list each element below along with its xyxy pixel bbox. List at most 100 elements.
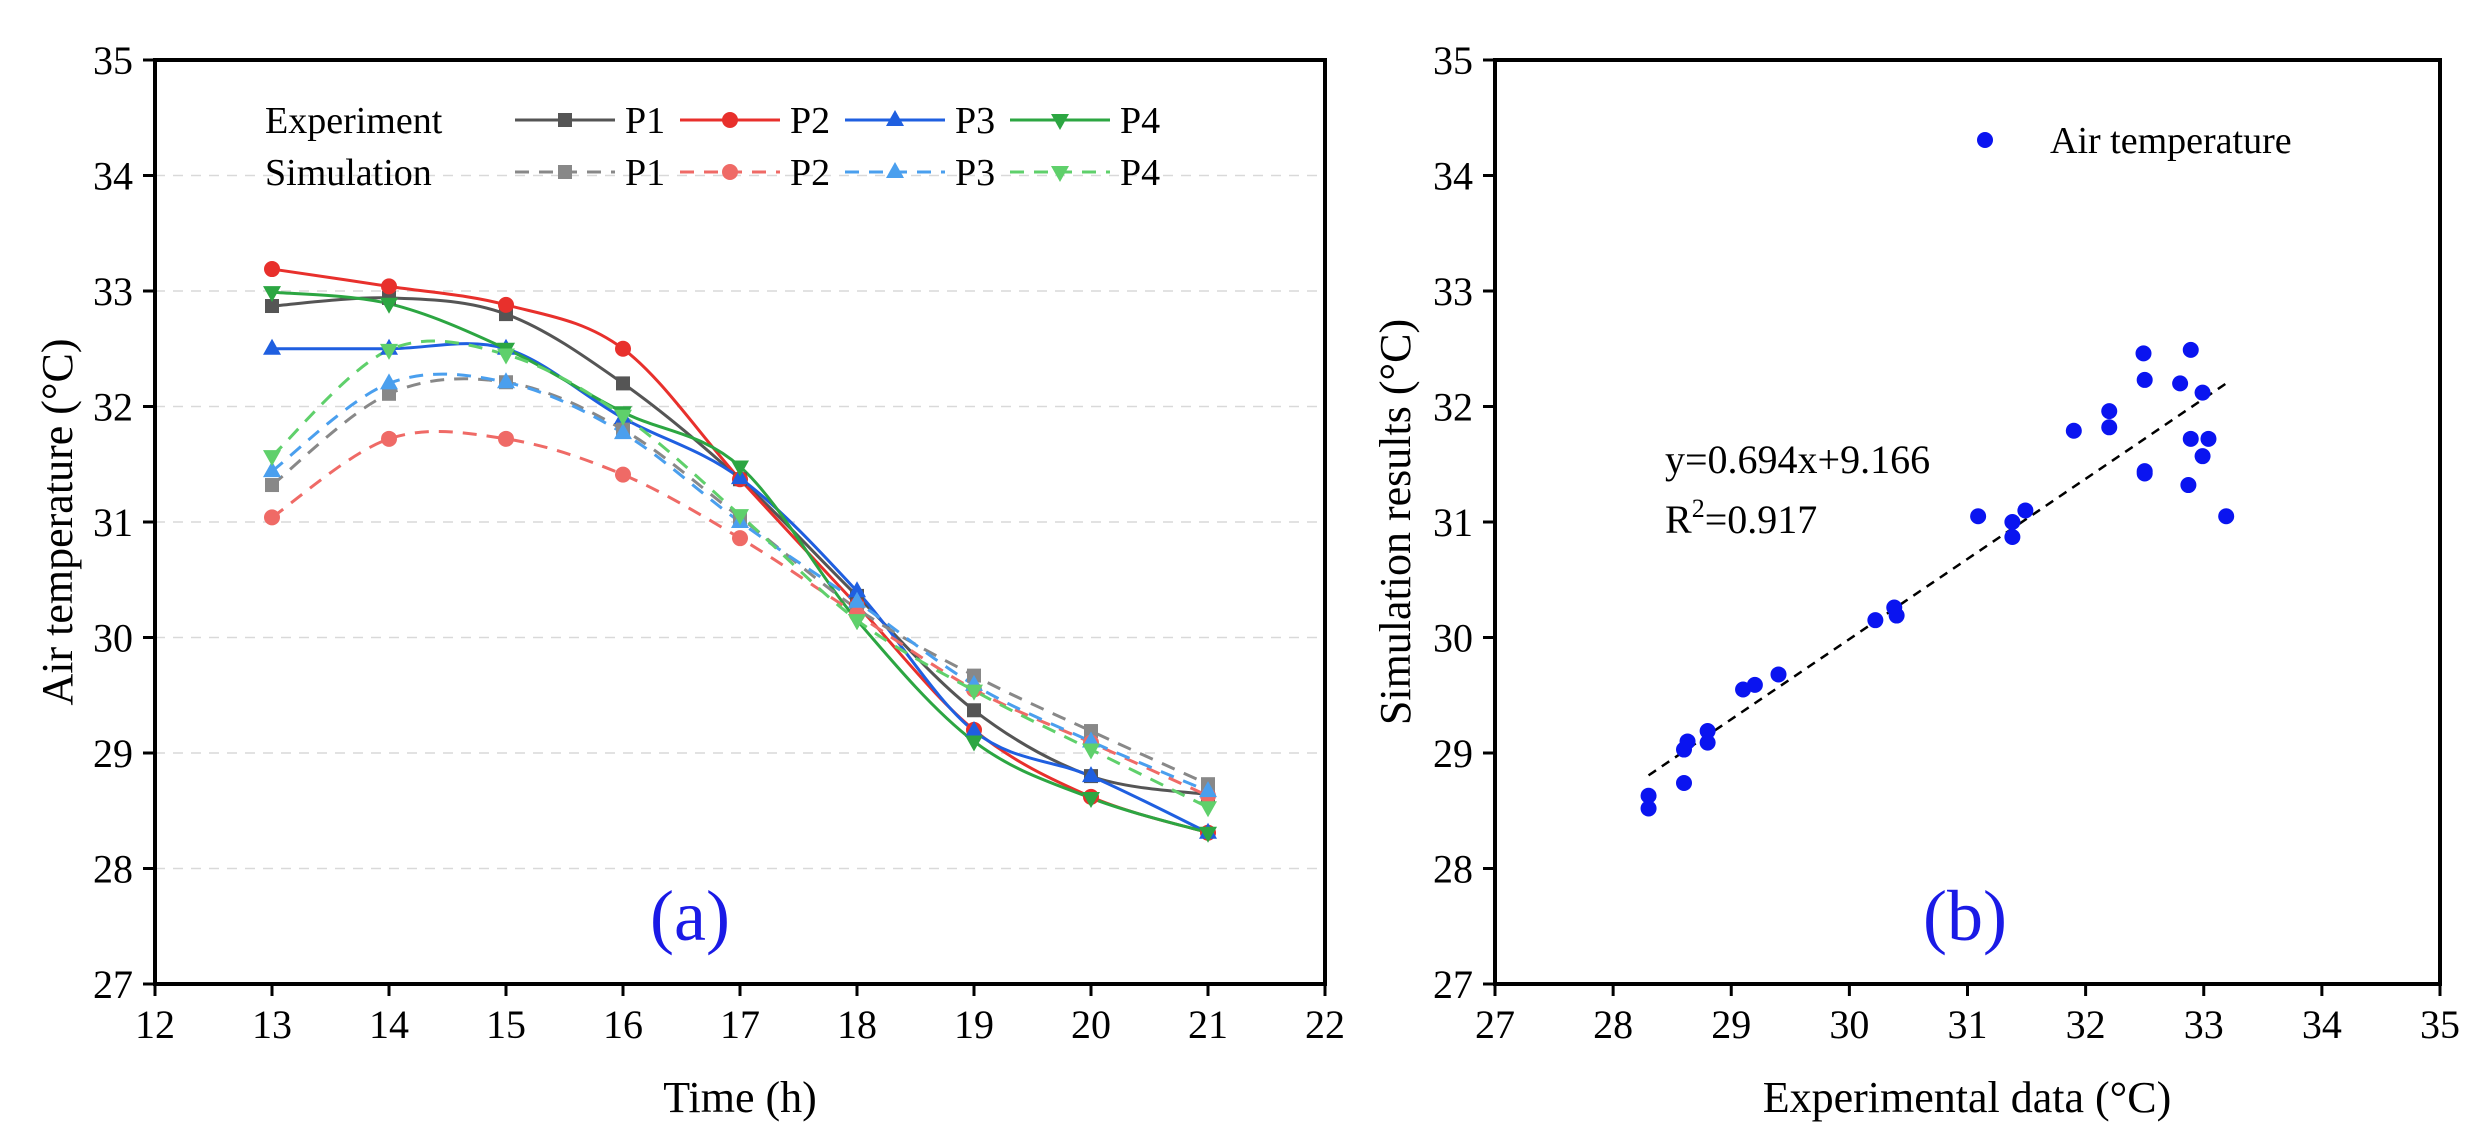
scatter-point [2194, 448, 2211, 465]
panel-a-y-axis-title: Air temperature (°C) [33, 339, 82, 706]
data-point-simulation-p3 [1082, 731, 1100, 748]
panel-a-x-tick-label: 18 [837, 1002, 877, 1047]
panel-b-y-tick-label: 33 [1433, 269, 1473, 314]
panel-a-line-chart: 12 13 14 15 16 17 18 19 20 21 22 27 28 29 30 31 32 33 34 3… [33, 38, 1345, 1122]
panel-a-legend-items: P1 P2 P3 P4 P1 P2 P3 P4 [515, 100, 1160, 194]
legend-marker-simulation-p4 [1051, 166, 1069, 182]
panel-a-ticks [143, 58, 1327, 996]
scatter-point [2218, 508, 2235, 525]
data-point-simulation-p1 [265, 478, 279, 493]
data-point-experiment-p2 [381, 278, 397, 295]
scatter-point [1970, 508, 1987, 525]
data-point-experiment-p4 [965, 735, 983, 752]
scatter-point [2136, 371, 2153, 388]
legend-label-experiment-p1: P1 [625, 100, 665, 142]
legend-label-experiment-p3: P3 [955, 100, 995, 142]
legend-row-label-experiment: Experiment [265, 100, 443, 142]
panel-a-y-tick-label: 30 [93, 616, 133, 661]
scatter-point [2101, 403, 2118, 420]
scatter-point [1888, 607, 1905, 624]
data-point-simulation-p4 [731, 509, 749, 526]
data-point-experiment-p3 [965, 721, 983, 738]
data-point-simulation-p1 [1084, 724, 1098, 739]
panel-a-label: (a) [650, 876, 730, 956]
data-point-experiment-p1 [616, 376, 630, 391]
panel-b-axes-frame [1493, 58, 2442, 986]
legend-label-experiment-p4: P4 [1120, 100, 1160, 142]
legend-marker-experiment-p1 [558, 113, 572, 127]
panel-b-y-tick-label: 28 [1433, 847, 1473, 892]
series-line-simulation-p4 [270, 339, 1209, 809]
data-point-experiment-p4 [263, 286, 281, 303]
panel-b-label: (b) [1923, 876, 2007, 956]
data-point-experiment-p1 [967, 703, 981, 718]
panel-a-x-tick-label: 12 [135, 1002, 175, 1047]
series-line-experiment-p4 [271, 290, 1209, 835]
scatter-point [2200, 430, 2217, 447]
data-point-experiment-p4 [1199, 826, 1217, 843]
panel-a-x-tick-label: 20 [1071, 1002, 1111, 1047]
data-point-simulation-p2 [615, 466, 631, 483]
legend-label-simulation-p2: P2 [790, 152, 830, 194]
scatter-point [2180, 477, 2197, 494]
panel-a-y-tick-label: 27 [93, 962, 133, 1007]
panel-b-ticks [1483, 58, 2442, 996]
series-line-experiment-p1 [271, 296, 1209, 797]
data-point-simulation-p4 [263, 450, 281, 467]
panel-b-y-tick-label: 30 [1433, 616, 1473, 661]
panel-a-y-tick-label: 35 [93, 38, 133, 83]
panel-b-y-tick-label: 27 [1433, 962, 1473, 1007]
panel-b-x-tick-label: 27 [1475, 1002, 1515, 1047]
data-point-simulation-p3 [497, 372, 515, 389]
scatter-point [2182, 430, 2199, 447]
scatter-point [2101, 419, 2118, 436]
panel-b-y-tick-labels: 27 28 29 30 31 32 33 34 35 [1433, 38, 1473, 1007]
data-point-simulation-p3 [380, 373, 398, 390]
scatter-point [2065, 422, 2082, 439]
panel-b-x-tick-label: 34 [2302, 1002, 2342, 1047]
panel-a-y-tick-label: 33 [93, 269, 133, 314]
data-point-experiment-p3 [848, 581, 866, 598]
legend-label-simulation-p3: P3 [955, 152, 995, 194]
legend-marker-simulation-p2 [722, 164, 738, 180]
r-squared-superscript: 2 [1692, 494, 1705, 523]
data-point-simulation-p4 [497, 348, 515, 365]
scatter-point [1679, 733, 1696, 750]
panel-a-x-tick-labels: 12 13 14 15 16 17 18 19 20 21 22 [135, 1002, 1345, 1047]
panel-b-x-tick-label: 31 [1948, 1002, 1988, 1047]
panel-b-legend: Air temperature [1977, 120, 2292, 162]
panel-b-x-tick-labels: 27 28 29 30 31 32 33 34 35 [1475, 1002, 2460, 1047]
scatter-point [1699, 723, 1716, 740]
panel-a-y-tick-label: 31 [93, 500, 133, 545]
panel-a-x-tick-label: 17 [720, 1002, 760, 1047]
data-point-experiment-p3 [263, 338, 281, 355]
legend-marker-experiment-p3 [886, 110, 904, 126]
data-point-experiment-p2 [498, 296, 514, 313]
panel-a-x-tick-label: 14 [369, 1002, 409, 1047]
data-point-simulation-p4 [1199, 801, 1217, 818]
panel-b-x-tick-label: 29 [1711, 1002, 1751, 1047]
legend-marker-experiment-p4 [1051, 114, 1069, 130]
data-point-simulation-p2 [381, 430, 397, 447]
data-point-simulation-p4 [614, 409, 632, 426]
panel-a-x-axis-title: Time (h) [663, 1073, 817, 1122]
fit-equation-text: y=0.694x+9.166 [1665, 437, 1930, 482]
data-point-simulation-p3 [1199, 781, 1217, 798]
panel-a-y-tick-label: 34 [93, 154, 133, 199]
scatter-point [2135, 345, 2152, 362]
scatter-point [1676, 775, 1692, 792]
scatter-point [1867, 612, 1884, 629]
legend-marker-simulation-p1 [558, 165, 572, 179]
r-squared-text: R2=0.917 [1665, 494, 1817, 542]
panel-a-x-tick-label: 19 [954, 1002, 994, 1047]
data-point-experiment-p4 [731, 460, 749, 477]
panel-a-x-tick-label: 22 [1305, 1002, 1345, 1047]
panel-a-x-tick-label: 16 [603, 1002, 643, 1047]
scatter-point [2004, 514, 2021, 530]
panel-b-scatter-points [1640, 341, 2235, 817]
data-point-experiment-p4 [380, 297, 398, 314]
panel-a-y-tick-labels: 27 28 29 30 31 32 33 34 35 [93, 38, 133, 1007]
scatter-point [1746, 676, 1763, 693]
scatter-point [1640, 787, 1657, 804]
data-point-simulation-p4 [965, 684, 983, 701]
